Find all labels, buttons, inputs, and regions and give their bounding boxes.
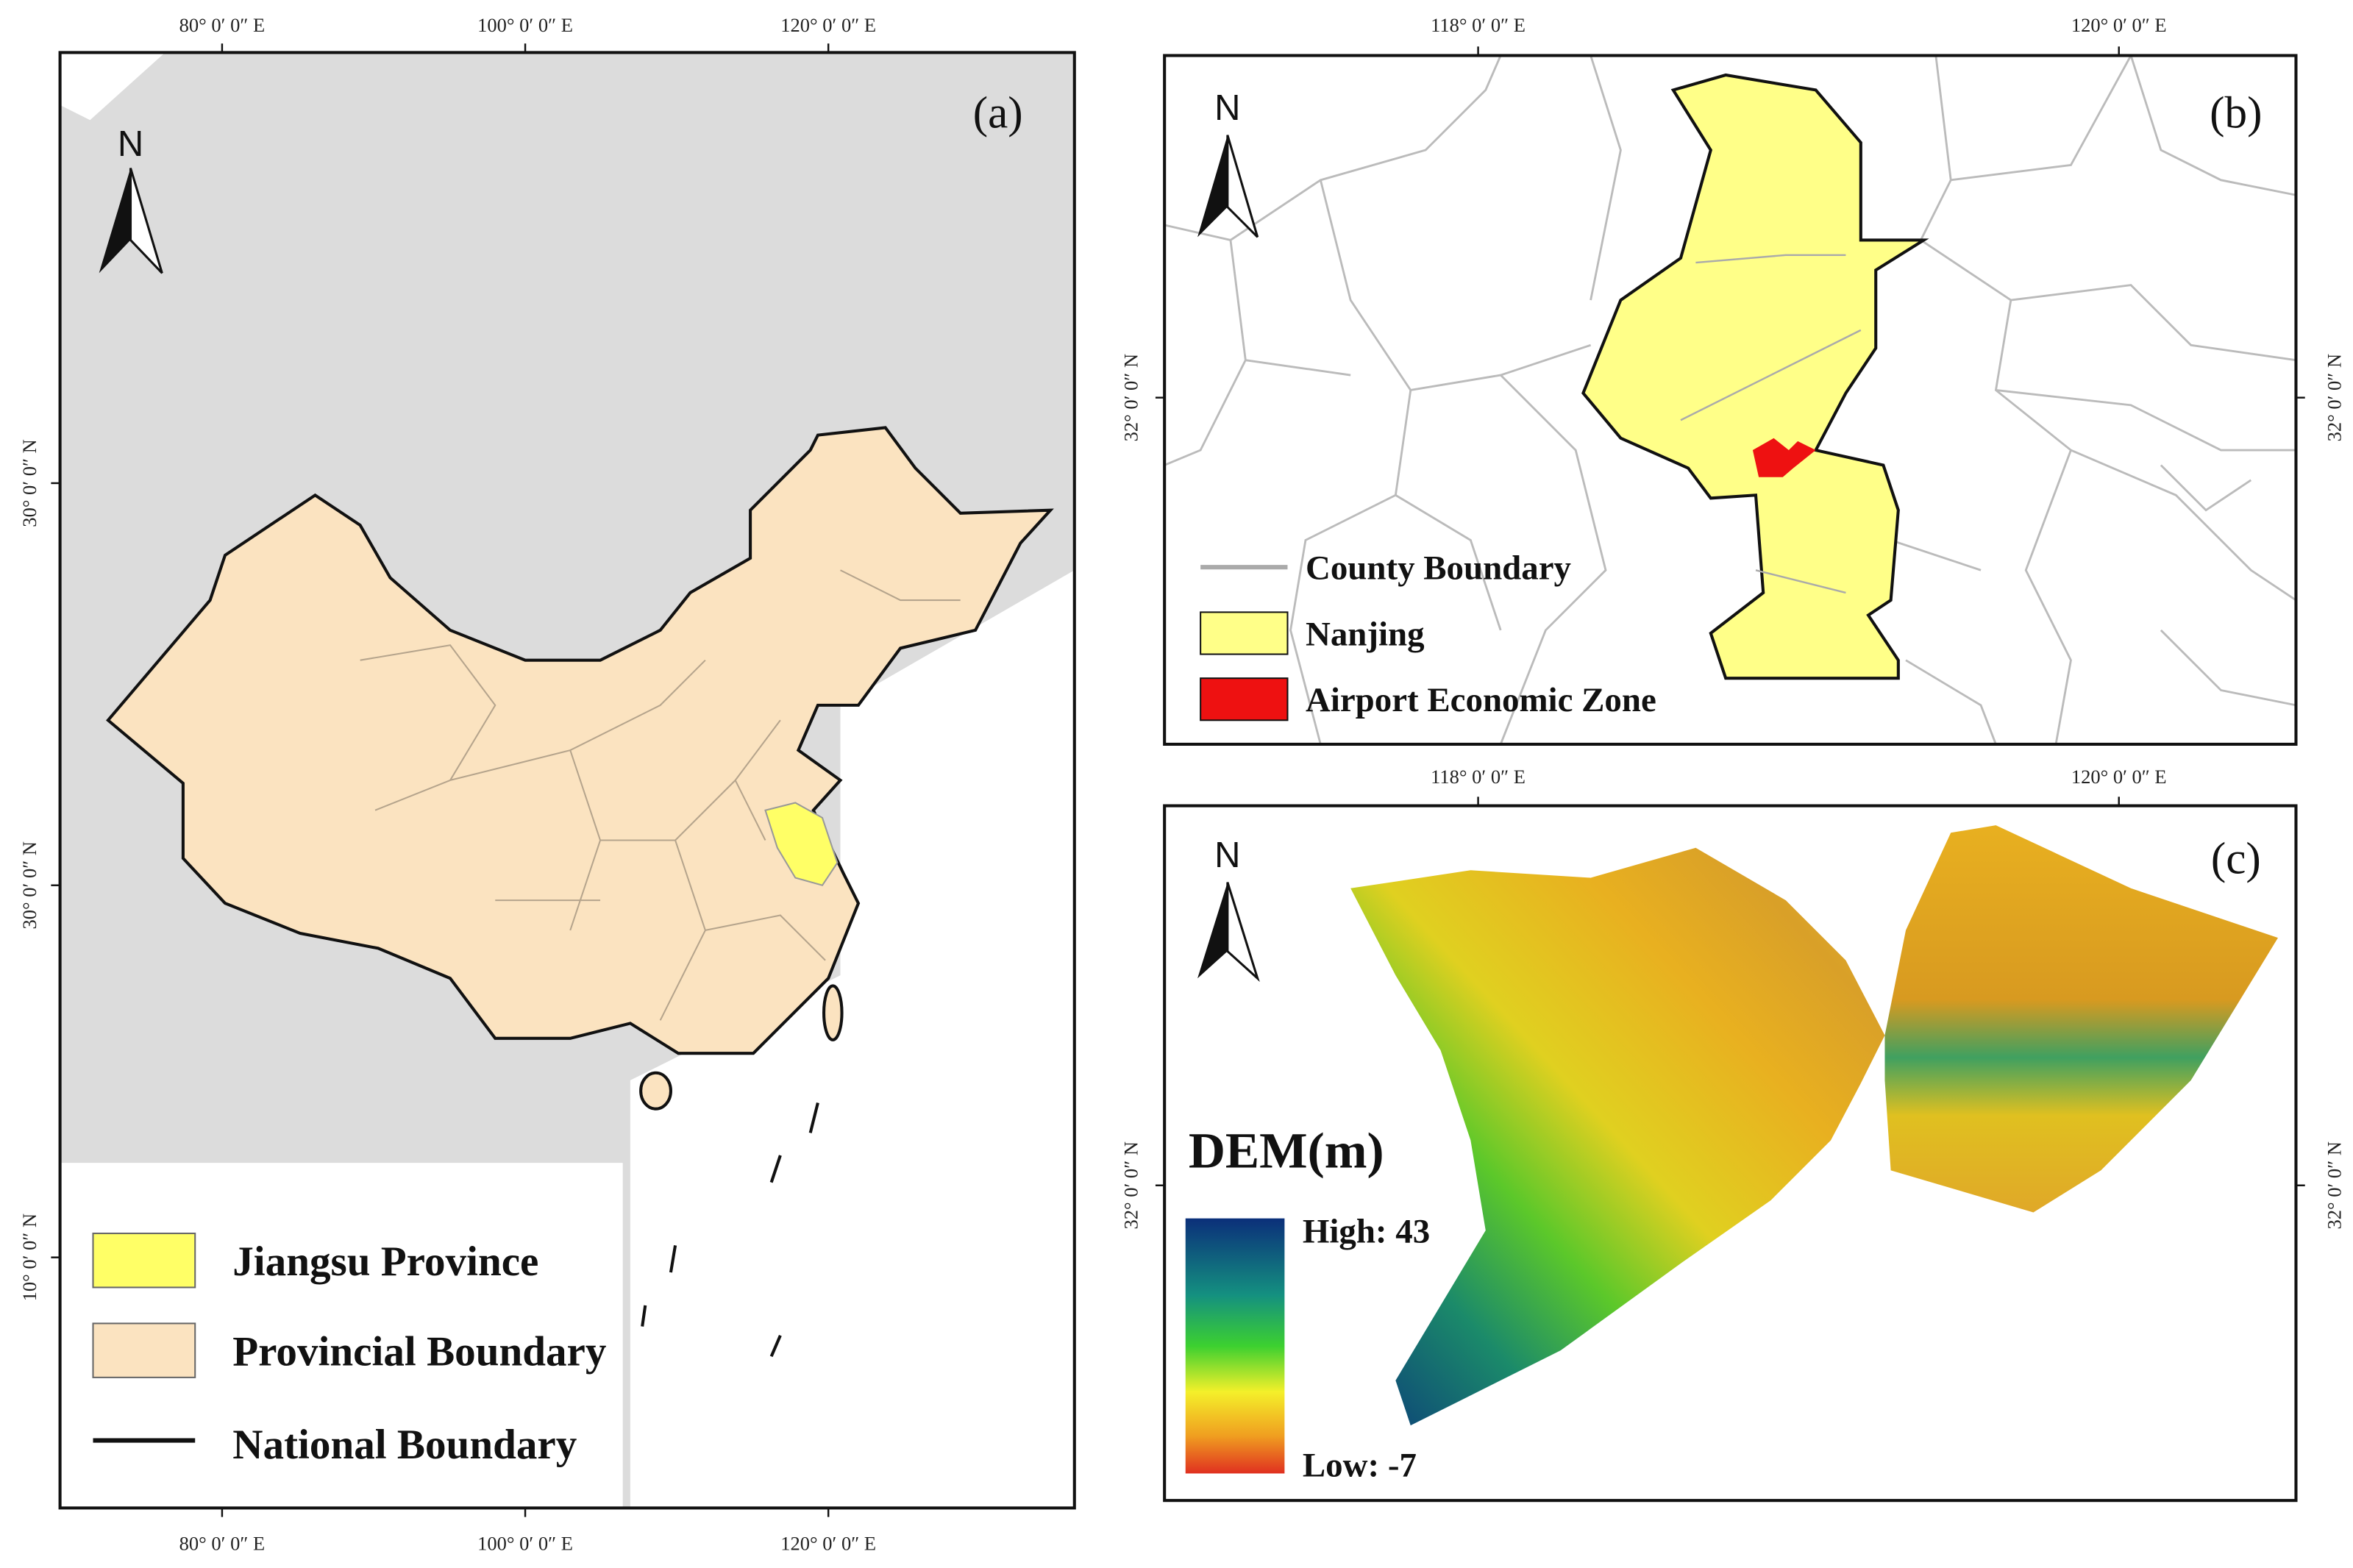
north-arrow xyxy=(129,168,163,274)
taiwan xyxy=(822,984,844,1041)
tick-label: 30° 0′ 0″ N xyxy=(18,439,40,527)
north-label: N xyxy=(118,124,143,164)
ocean xyxy=(630,570,1075,1508)
tick-label: 32° 0′ 0″ N xyxy=(1119,1141,1142,1230)
tick-label: 32° 0′ 0″ N xyxy=(1119,354,1142,442)
jiangsu xyxy=(764,802,839,886)
county-boundaries xyxy=(1164,54,2297,745)
nanjing-districts xyxy=(1680,254,1862,594)
hainan xyxy=(639,1071,673,1111)
legend-label: Airport Economic Zone xyxy=(1306,681,1656,719)
tick-label: 80° 0′ 0″ E xyxy=(179,14,266,36)
tick-label: 100° 0′ 0″ E xyxy=(477,1533,573,1555)
color-bar xyxy=(1185,1218,1285,1474)
north-label: N xyxy=(1214,835,1240,875)
frame xyxy=(1163,804,2298,1503)
tick-label: 30° 0′ 0″ N xyxy=(18,841,40,930)
legend-low: Low: -7 xyxy=(1303,1447,1417,1485)
tick-label: 118° 0′ 0″ E xyxy=(1431,14,1526,36)
panel-b: (b) N 118° 0′ 0″ E 120° 0′ 0″ E 32° 0′ 0… xyxy=(1119,14,2346,746)
north-arrow xyxy=(1226,882,1260,983)
legend-label: Jiangsu Province xyxy=(232,1239,538,1285)
ocean xyxy=(60,52,165,121)
north-label: N xyxy=(1214,88,1240,128)
nanjing xyxy=(1581,73,1929,680)
tick-label: 32° 0′ 0″ N xyxy=(2324,1141,2346,1230)
frame xyxy=(58,51,1076,1510)
provincial-boundaries xyxy=(360,569,961,1021)
dem-raster xyxy=(1884,825,2278,1213)
panel-label: (a) xyxy=(973,88,1023,138)
tick-label: 120° 0′ 0″ E xyxy=(2071,14,2167,36)
airport-zone xyxy=(1752,438,1816,477)
frame xyxy=(1163,54,2298,746)
legend-label: Provincial Boundary xyxy=(232,1329,606,1375)
tick-label: 10° 0′ 0″ N xyxy=(18,1214,40,1302)
legend-title: DEM(m) xyxy=(1189,1122,1384,1179)
tick-label: 118° 0′ 0″ E xyxy=(1431,766,1526,788)
tick-label: 80° 0′ 0″ E xyxy=(179,1533,266,1555)
ticks xyxy=(51,43,830,1517)
tick-label: 32° 0′ 0″ N xyxy=(2324,354,2346,442)
panel-c: (c) N 118° 0′ 0″ E 120° 0′ 0″ E 32° 0′ 0… xyxy=(1119,766,2346,1503)
china xyxy=(106,426,1054,1055)
north-arrow xyxy=(99,168,131,274)
tick-label: 120° 0′ 0″ E xyxy=(2071,766,2167,788)
north-arrow xyxy=(1197,882,1228,979)
panel-label: (b) xyxy=(2210,88,2262,138)
legend-swatch xyxy=(92,1233,196,1289)
tick-label: 120° 0′ 0″ E xyxy=(780,14,876,36)
legend-swatch xyxy=(1200,677,1289,721)
legend-label: County Boundary xyxy=(1306,549,1571,588)
north-arrow xyxy=(1197,135,1228,238)
legend-label: Nanjing xyxy=(1306,615,1425,653)
panel-a: (a) N 80° 0′ 0″ E 100° 0′ 0″ E 120° 0′ 0… xyxy=(18,14,1076,1555)
legend-label: National Boundary xyxy=(232,1422,577,1468)
panel-label: (c) xyxy=(2211,833,2261,883)
north-arrow xyxy=(1226,135,1259,238)
legend-swatch xyxy=(1200,611,1289,655)
legend-swatch xyxy=(92,1322,196,1378)
tick-label: 100° 0′ 0″ E xyxy=(477,14,573,36)
dem-raster xyxy=(1350,847,1885,1426)
south-sea-dashes xyxy=(641,1102,819,1358)
tick-label: 120° 0′ 0″ E xyxy=(780,1533,876,1555)
legend-high: High: 43 xyxy=(1303,1212,1430,1250)
